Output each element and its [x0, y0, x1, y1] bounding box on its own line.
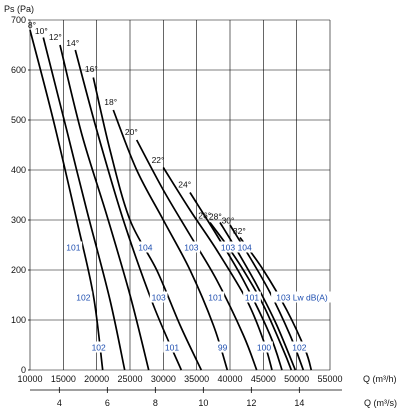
curve-6: [112, 109, 229, 371]
noise-label-bg: [206, 291, 225, 303]
x-tick-label: 50000: [284, 374, 309, 384]
noise-label-bg: [290, 341, 309, 353]
curve-4: [74, 49, 183, 371]
y-tick-label: 0: [21, 365, 26, 375]
x-tick-label: 20000: [84, 374, 109, 384]
curves: [29, 29, 313, 371]
x-tick-label: 40000: [217, 374, 242, 384]
noise-level-label: 101: [165, 343, 179, 353]
noise-label-bg: [89, 341, 108, 353]
x-tick-label: 45000: [251, 374, 276, 384]
x2-tick-label: 10: [198, 398, 208, 408]
blade-angle-label: 28°: [209, 212, 222, 222]
y-tick-label: 700: [11, 15, 26, 25]
noise-level-label: 103: [221, 243, 235, 253]
x2-tick-label: 4: [57, 398, 62, 408]
x-tick-label: 10000: [17, 374, 42, 384]
noise-level-label: 103: [184, 243, 198, 253]
x-axis-label: Q (m³/h): [363, 374, 397, 384]
noise-label-bg: [271, 291, 333, 303]
noise-label-bg: [149, 291, 168, 303]
noise-level-label: 104: [238, 243, 252, 253]
x2-tick-label: 14: [294, 398, 304, 408]
blade-angle-label: 26°: [198, 211, 211, 221]
blade-angle-label: 32°: [233, 226, 246, 236]
blade-angle-label: 18°: [104, 97, 117, 107]
blade-angle-label: 10°: [35, 26, 48, 36]
blade-angle-label: 14°: [66, 38, 79, 48]
noise-label-bg: [74, 291, 93, 303]
y-tick-label: 200: [11, 265, 26, 275]
y-axis-ticks: 0 100 200 300 400 500 600 700: [11, 15, 30, 375]
blade-angle-label: 30°: [222, 216, 235, 226]
noise-label-bg: [64, 241, 83, 253]
x2-tick-label: 12: [246, 398, 256, 408]
blade-angle-label: 24°: [178, 180, 191, 190]
y-tick-label: 400: [11, 165, 26, 175]
noise-level-label: 104: [138, 243, 152, 253]
y-tick-label: 500: [11, 115, 26, 125]
x2-tick-label: 8: [153, 398, 158, 408]
x2-axis: 4 6 8 10 12 14: [30, 387, 342, 408]
noise-level-label: 99: [218, 343, 228, 353]
y-axis-label: Ps (Pa): [4, 4, 34, 14]
curve-11: [219, 222, 297, 371]
x-axis-ticks: 10000 15000 20000 25000 30000 35000 40000 45000…: [17, 374, 342, 384]
x2-axis-label: Q (m³/s): [364, 398, 397, 408]
x-tick-label: 35000: [184, 374, 209, 384]
curve-3: [59, 44, 150, 371]
y-tick-label: 100: [11, 315, 26, 325]
noise-label-bg: [163, 341, 181, 353]
noise-level-label: 103: [152, 293, 166, 303]
blade-angle-label: 12°: [49, 32, 62, 42]
noise-label-bg: [255, 341, 273, 353]
noise-label-bg: [243, 291, 261, 303]
noise-level-label: 101: [245, 293, 259, 303]
x-tick-label: 15000: [51, 374, 76, 384]
x-tick-label: 55000: [317, 374, 342, 384]
noise-level-label: 103 Lw dB(A): [276, 293, 328, 303]
noise-level-label: 101: [66, 243, 80, 253]
angle-labels: 8°10°12° 14° 16° 18° 20° 22° 24° 26°28° 30°32°: [28, 20, 246, 236]
noise-level-label: 100: [257, 343, 271, 353]
noise-level-label: 102: [92, 343, 106, 353]
noise-level-label: 102: [76, 293, 90, 303]
noise-level-label: 101: [208, 293, 222, 303]
curve-2: [42, 37, 126, 371]
y-tick-label: 300: [11, 215, 26, 225]
curve-13: [239, 237, 313, 371]
curve-9: [189, 192, 283, 371]
curve-7: [135, 139, 258, 371]
curve-1: [29, 29, 104, 371]
curve-5: [92, 77, 203, 371]
noise-label-bg: [182, 241, 201, 253]
y-tick-label: 600: [11, 65, 26, 75]
noise-label-bg: [219, 241, 237, 253]
noise-label-bg: [235, 241, 254, 253]
x2-tick-label: 6: [105, 398, 110, 408]
noise-label-bg: [216, 341, 230, 353]
blade-angle-label: 8°: [28, 20, 36, 30]
noise-level-label: 102: [292, 343, 306, 353]
noise-label-bg: [136, 241, 155, 253]
x-tick-label: 30000: [151, 374, 176, 384]
blade-angle-label: 20°: [125, 127, 138, 137]
blade-angle-label: 16°: [85, 64, 98, 74]
blade-angle-label: 22°: [152, 155, 165, 165]
x-tick-label: 25000: [117, 374, 142, 384]
